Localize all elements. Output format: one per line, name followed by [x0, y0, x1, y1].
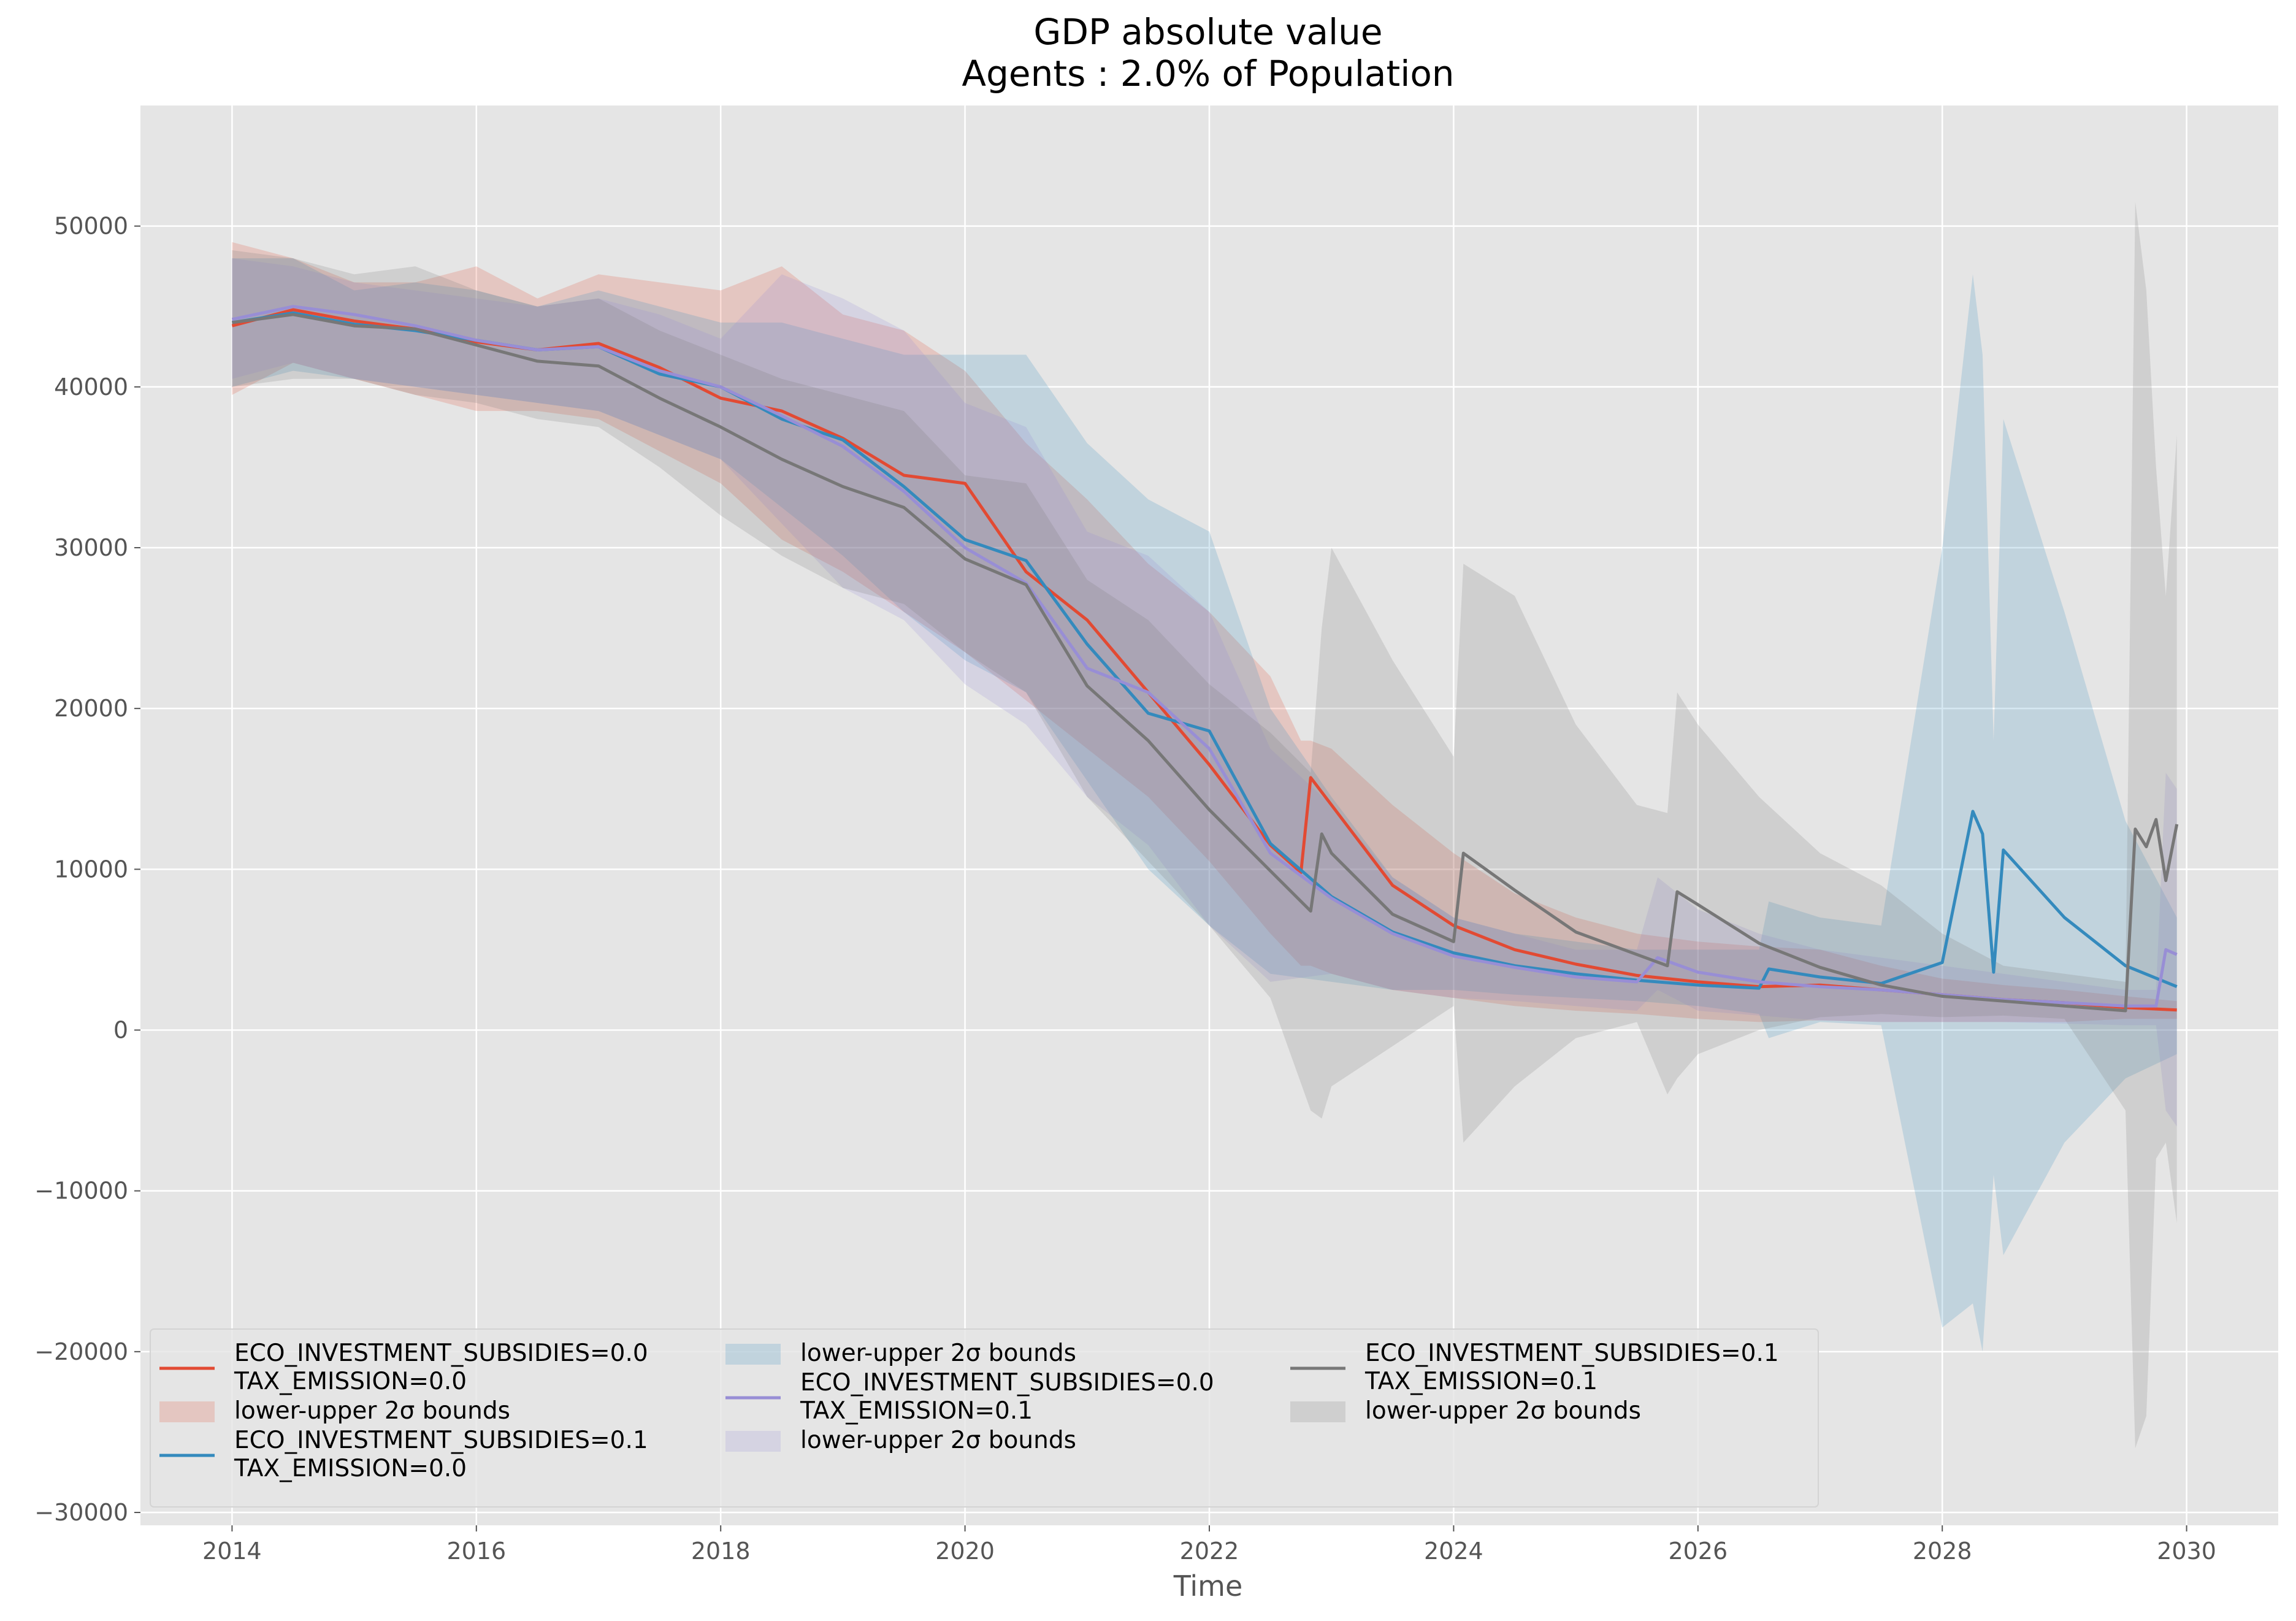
- confidence-band-series-4: [232, 202, 2177, 1449]
- x-tick-label: 2026: [1668, 1538, 1728, 1565]
- legend-band-swatch: [725, 1344, 781, 1365]
- confidence-band-series-3: [232, 258, 2177, 1127]
- legend-label: ECO_INVESTMENT_SUBSIDIES=0.0: [234, 1339, 648, 1367]
- x-tick-label: 2016: [446, 1538, 506, 1565]
- y-tick-label: 30000: [54, 534, 128, 561]
- legend-band-swatch: [159, 1401, 215, 1422]
- x-tick-label: 2030: [2157, 1538, 2216, 1565]
- x-tick-label: 2022: [1180, 1538, 1239, 1565]
- legend-band-swatch: [725, 1431, 781, 1452]
- legend: ECO_INVESTMENT_SUBSIDIES=0.0TAX_EMISSION…: [150, 1328, 1819, 1508]
- legend-label: ECO_INVESTMENT_SUBSIDIES=0.1: [234, 1427, 648, 1454]
- x-tick-label: 2020: [935, 1538, 995, 1565]
- y-tick-label: 0: [113, 1017, 128, 1044]
- x-axis-label: Time: [1173, 1569, 1243, 1603]
- series-lines: [231, 305, 2179, 1013]
- x-tick-label: 2018: [691, 1538, 751, 1565]
- series-line-4: [232, 313, 2179, 1013]
- legend-label: TAX_EMISSION=0.0: [234, 1455, 467, 1482]
- legend-label: lower-upper 2σ bounds: [234, 1397, 510, 1425]
- y-tick-label: 10000: [54, 856, 128, 883]
- chart-title: GDP absolute value: [1033, 11, 1382, 53]
- y-tick-label: −30000: [34, 1499, 128, 1526]
- legend-label: lower-upper 2σ bounds: [800, 1339, 1076, 1367]
- series-line-3: [231, 305, 2178, 1008]
- y-tick-label: 20000: [54, 695, 128, 722]
- x-tick-label: 2024: [1424, 1538, 1483, 1565]
- legend-frame: [150, 1328, 1819, 1508]
- y-tick-label: 40000: [54, 374, 128, 400]
- legend-label: ECO_INVESTMENT_SUBSIDIES=0.1: [1365, 1339, 1779, 1367]
- y-tick-label: 50000: [54, 213, 128, 240]
- x-tick-label: 2014: [202, 1538, 262, 1565]
- x-axis-ticks: 2014 2016 2018 2020 2022 2024 2026 2028 2030: [202, 1525, 2216, 1565]
- confidence-band-series-1: [232, 242, 2177, 1022]
- x-tick-label: 2028: [1913, 1538, 1972, 1565]
- legend-label: lower-upper 2σ bounds: [1365, 1397, 1641, 1425]
- legend-label: TAX_EMISSION=0.1: [800, 1397, 1033, 1425]
- legend-label: ECO_INVESTMENT_SUBSIDIES=0.0: [800, 1369, 1214, 1397]
- chart-subtitle: Agents : 2.0% of Population: [962, 53, 1454, 94]
- y-axis-ticks: −30000 −20000 −10000 0 10000 20000 30000 40000 5…: [34, 213, 140, 1526]
- legend-label: lower-upper 2σ bounds: [800, 1427, 1076, 1454]
- y-tick-label: −10000: [34, 1178, 128, 1205]
- legend-label: TAX_EMISSION=0.0: [234, 1368, 467, 1395]
- y-tick-label: −20000: [34, 1338, 128, 1365]
- legend-label: TAX_EMISSION=0.1: [1364, 1368, 1598, 1395]
- legend-band-swatch: [1290, 1401, 1345, 1422]
